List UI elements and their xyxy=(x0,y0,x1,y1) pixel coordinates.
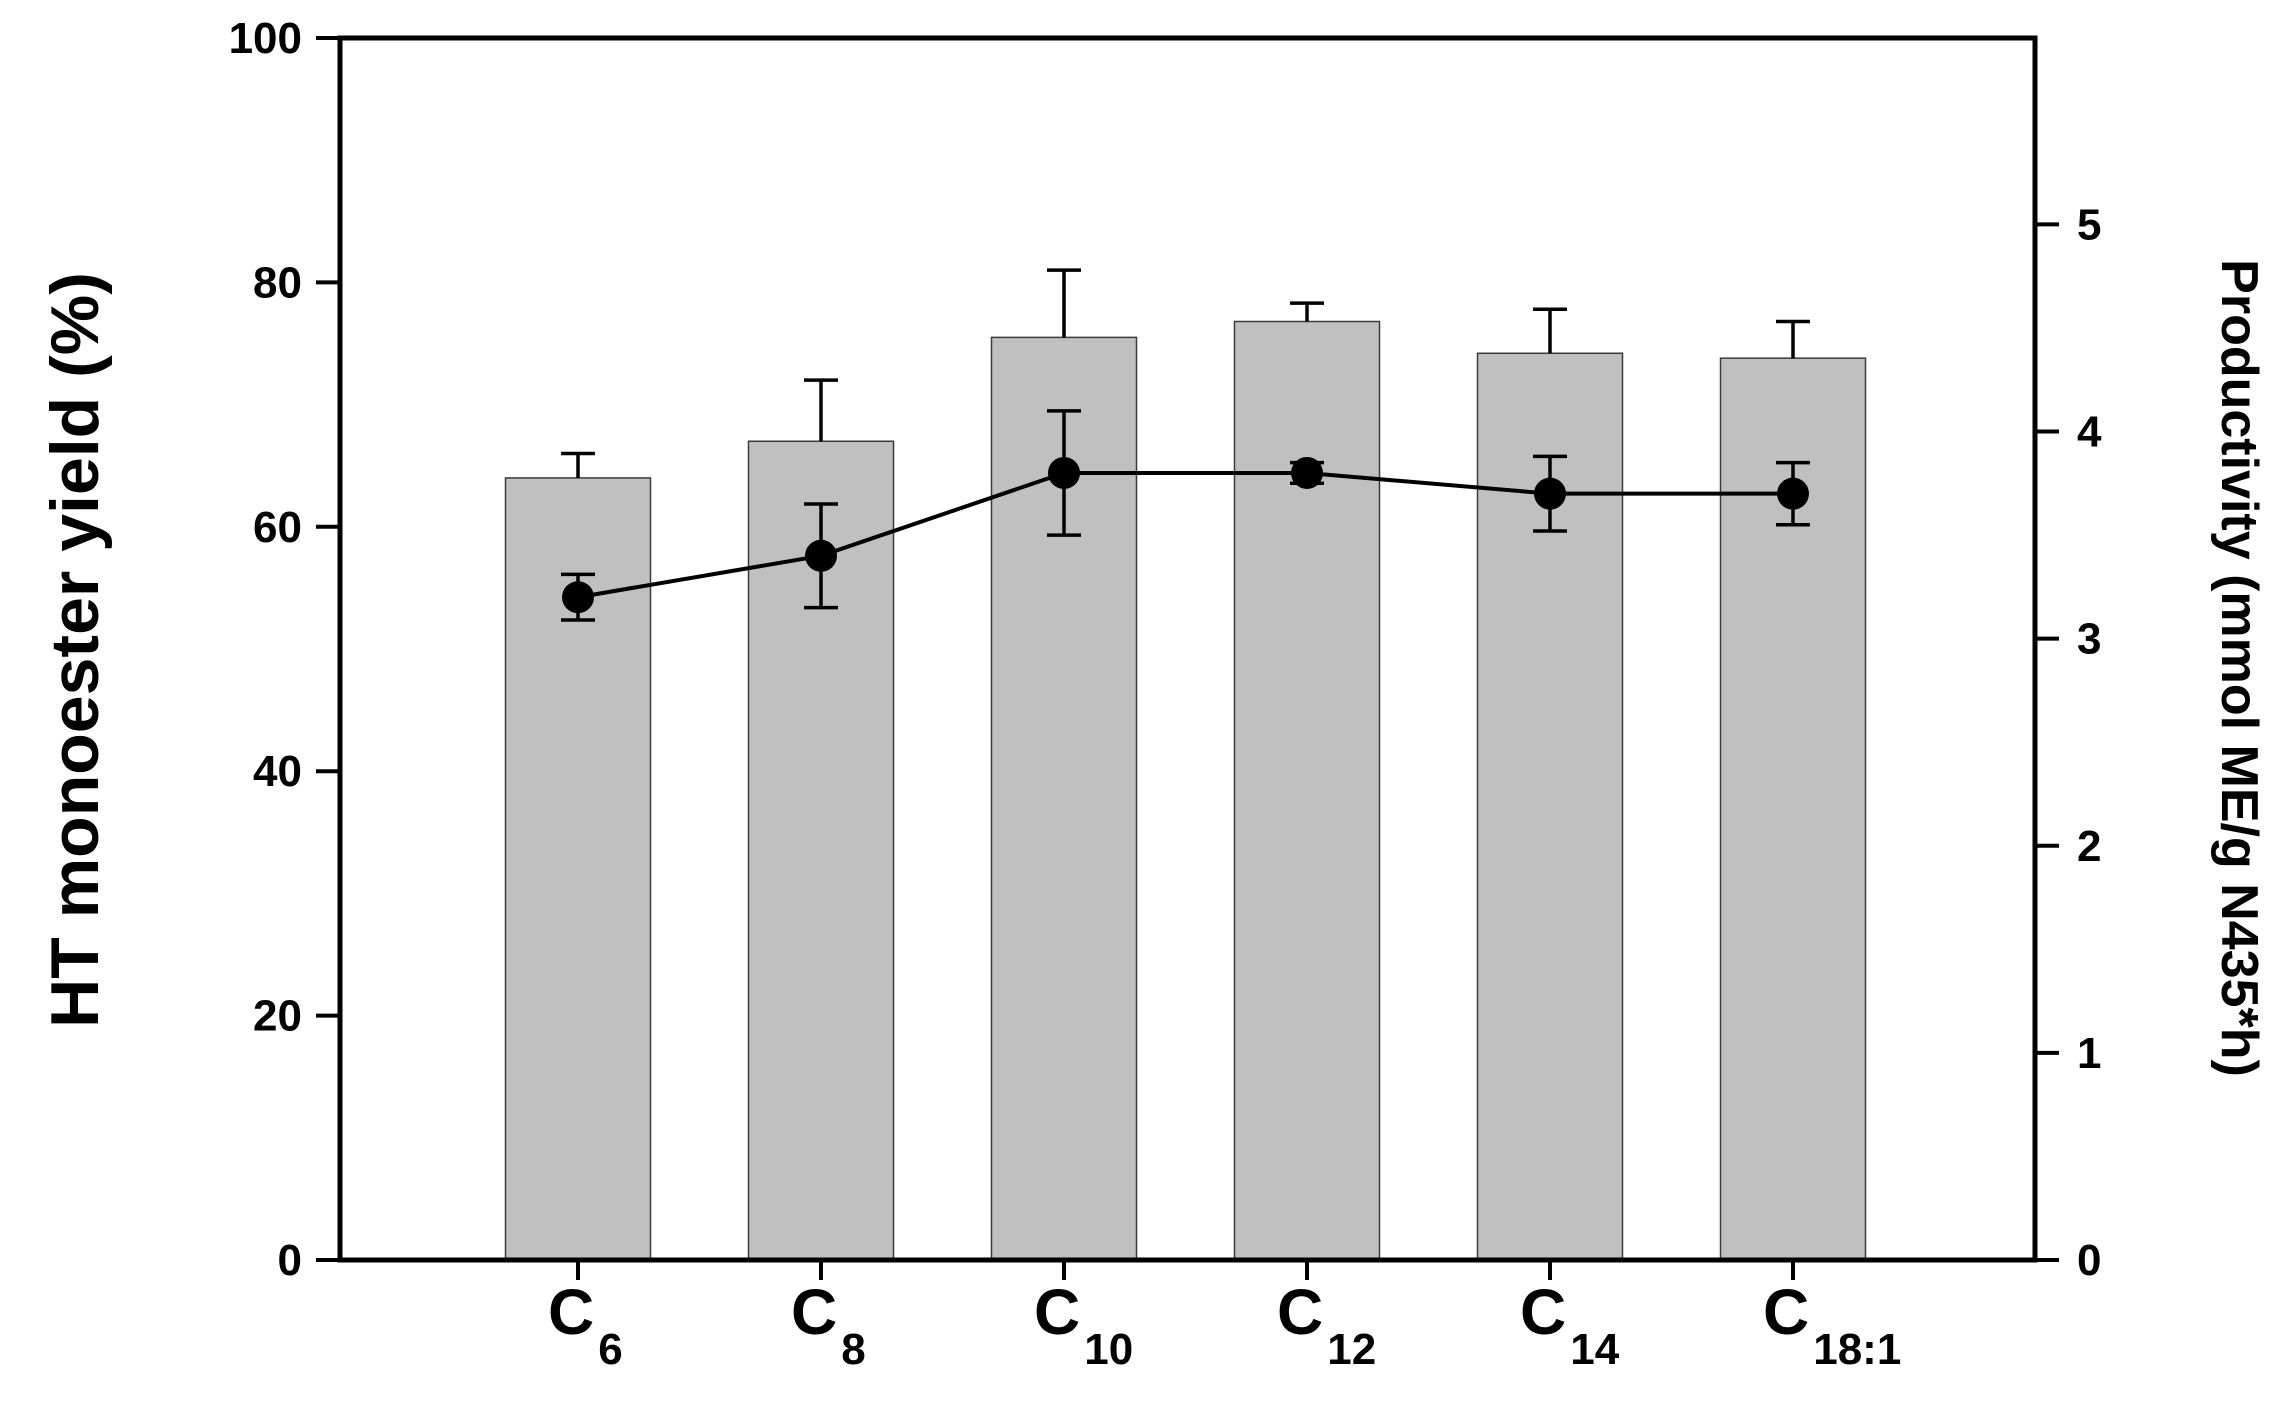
x-axis: C6 C8 C10 C12 C14 C18:1 xyxy=(548,1260,1901,1374)
x-tick-label-2: C10 xyxy=(1034,1276,1133,1374)
y-tick-label-100: 100 xyxy=(229,14,302,63)
x-tick-label-4: C14 xyxy=(1520,1276,1620,1374)
y2-tick-label-3: 3 xyxy=(2077,615,2101,664)
y2-axis-title: Productivity (mmol ME/g N435*h) xyxy=(2210,259,2268,1077)
y2-tick-label-1: 1 xyxy=(2077,1029,2101,1078)
left-axis: 0 20 40 60 80 100 xyxy=(229,14,340,1285)
x-tick-label-1: C8 xyxy=(791,1276,866,1374)
bar-group xyxy=(504,320,1867,1261)
point-3 xyxy=(1291,456,1323,489)
y2-tick-label-4: 4 xyxy=(2077,408,2102,457)
right-axis: 0 1 2 3 4 5 xyxy=(2035,200,2102,1285)
point-1 xyxy=(805,539,837,572)
point-0 xyxy=(562,581,594,614)
x-tick-label-3: C12 xyxy=(1277,1276,1376,1374)
point-4 xyxy=(1534,477,1566,510)
point-2 xyxy=(1048,456,1080,489)
x-tick-label-0: C6 xyxy=(548,1276,623,1374)
y-tick-label-0: 0 xyxy=(278,1236,302,1285)
y-tick-label-80: 80 xyxy=(253,258,302,307)
y-tick-label-60: 60 xyxy=(253,503,302,552)
productivity-line xyxy=(577,470,1793,600)
y-axis-title: HT monoester yield (%) xyxy=(37,272,113,1028)
point-group xyxy=(562,456,1809,614)
y-tick-label-40: 40 xyxy=(253,747,302,796)
y-tick-label-20: 20 xyxy=(253,992,302,1041)
y2-tick-label-5: 5 xyxy=(2077,200,2101,249)
x-tick-label-5: C18:1 xyxy=(1763,1276,1901,1374)
y2-tick-label-0: 0 xyxy=(2077,1236,2101,1285)
bar-error-group xyxy=(561,268,1810,478)
point-5 xyxy=(1777,477,1809,510)
y2-tick-label-2: 2 xyxy=(2077,822,2101,871)
plot-frame xyxy=(337,35,2038,1263)
